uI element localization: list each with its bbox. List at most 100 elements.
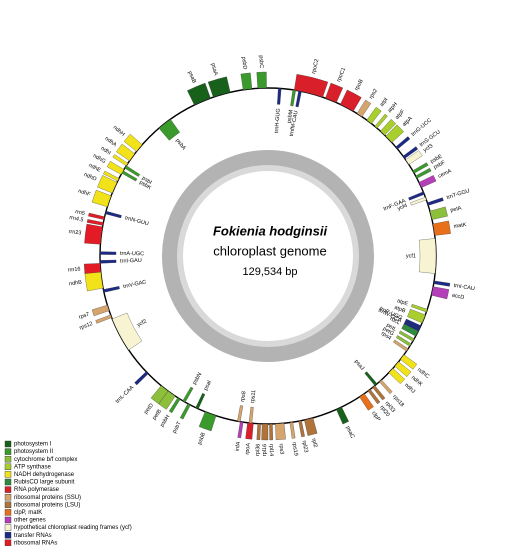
gene-block xyxy=(388,368,405,385)
gene-block xyxy=(99,259,117,264)
gene-label: matK xyxy=(453,222,467,230)
gene-block xyxy=(374,113,388,129)
gene-block xyxy=(289,421,296,439)
gene-label: accD xyxy=(451,293,465,301)
gene-block xyxy=(405,150,423,165)
gene-label: ndhF xyxy=(77,188,91,198)
gene-block xyxy=(277,88,282,105)
legend-label: ribosomal proteins (LSU) xyxy=(14,502,80,508)
gene-label: psbM xyxy=(287,109,295,124)
legend-swatch xyxy=(4,524,12,531)
gene-label: rps8 xyxy=(240,391,248,403)
gene-label: ndhH xyxy=(112,125,126,138)
legend-swatch xyxy=(4,456,12,463)
gene-block xyxy=(367,389,381,405)
gene-block xyxy=(325,82,344,103)
gene-block xyxy=(408,191,425,201)
gene-label: trnH-GUG xyxy=(274,108,282,133)
gene-block xyxy=(356,99,372,117)
gene-block xyxy=(433,280,451,287)
gene-block xyxy=(432,220,451,236)
genes: psaB psaA psaC psaI psaJ psbD psbC psbA psbB psbE… xyxy=(67,55,475,456)
gene-label: psbI xyxy=(141,175,153,186)
gene-block xyxy=(364,371,378,386)
gene-block xyxy=(294,74,329,98)
gene-label: petG xyxy=(382,326,395,337)
gene-label: ndhD xyxy=(83,172,97,183)
legend-swatch xyxy=(4,509,12,516)
gene-label: petB xyxy=(152,408,164,421)
gene-block xyxy=(359,393,374,411)
gene-block xyxy=(275,423,286,440)
gene-label: rps12 xyxy=(79,321,94,332)
gene-label: rpl14 xyxy=(268,444,274,456)
gene-block xyxy=(182,386,194,403)
gene-block xyxy=(394,361,412,377)
gene-label: psaC xyxy=(344,425,355,439)
gene-label: ndhJ xyxy=(403,382,416,395)
gene-label: ndhE xyxy=(87,163,101,174)
gene-block xyxy=(336,406,349,425)
gene-label: rps19 xyxy=(291,442,299,456)
gene-block xyxy=(429,206,448,220)
gene-label: rpoA xyxy=(245,442,252,455)
gene-label: rps4 xyxy=(380,331,392,342)
gene-block xyxy=(415,167,432,179)
gene-label: psaA xyxy=(209,63,218,77)
genome-name: Fokienia hodginsii xyxy=(213,223,328,238)
gene-label: psaB xyxy=(186,70,197,84)
legend-label: other genes xyxy=(14,518,46,524)
gene-block xyxy=(295,90,302,108)
gene-label: petA xyxy=(450,205,463,214)
gene-label: ycf4 xyxy=(397,203,409,212)
gene-label: rrn23 xyxy=(68,229,81,237)
gene-block xyxy=(84,263,101,274)
gc-inner-ring xyxy=(177,165,359,347)
gene-block xyxy=(400,354,418,370)
gene-label: rrn5 xyxy=(75,209,86,217)
gene-block xyxy=(198,411,217,432)
legend-label: RNA polymerase xyxy=(14,487,60,493)
gene-label: psbN xyxy=(192,372,204,386)
gene-label: rps11 xyxy=(250,390,257,404)
gene-block xyxy=(237,421,244,439)
legend-swatch xyxy=(4,532,12,539)
gene-block xyxy=(395,335,412,347)
legend-label: photosystem I xyxy=(14,442,52,448)
gene-label: psbT xyxy=(172,420,183,434)
gene-block xyxy=(256,71,267,89)
legend-swatch xyxy=(4,440,12,448)
gene-label: rps3 xyxy=(278,443,285,454)
gene-label: cemA xyxy=(437,168,453,180)
gene-label: rpl36 xyxy=(255,444,262,457)
gene-label: psbA xyxy=(174,138,187,152)
gene-block xyxy=(393,339,409,352)
gene-block xyxy=(412,162,429,174)
gene-label: rpl23 xyxy=(300,440,308,453)
legend-swatch xyxy=(4,501,12,508)
gene-block xyxy=(187,82,211,106)
gene-block xyxy=(248,406,254,424)
gene-block xyxy=(88,212,105,220)
gene-block xyxy=(431,286,450,300)
gene-block xyxy=(366,106,382,124)
gene-block xyxy=(379,379,393,395)
gene-block xyxy=(385,124,404,143)
gene-label: trnT-GGU xyxy=(446,188,471,201)
gene-block xyxy=(84,270,104,292)
gene-block xyxy=(195,392,206,410)
legend-label: ribosomal RNAs xyxy=(14,540,57,546)
gene-block xyxy=(256,423,261,440)
gene-block xyxy=(403,321,420,332)
legend-label: hypothetical chloroplast reading frames … xyxy=(14,525,132,531)
legend-swatch xyxy=(4,478,12,486)
gene-block xyxy=(112,312,143,351)
gene-label: rps2 xyxy=(368,88,379,100)
gene-block xyxy=(372,385,386,401)
gene-label: trnI-CAU xyxy=(453,283,475,292)
gene-label: trnA-UGC xyxy=(120,251,144,257)
gene-label: trnV-GAC xyxy=(123,279,147,290)
gene-block xyxy=(398,330,415,342)
gene-label: ycf3 xyxy=(422,143,434,154)
